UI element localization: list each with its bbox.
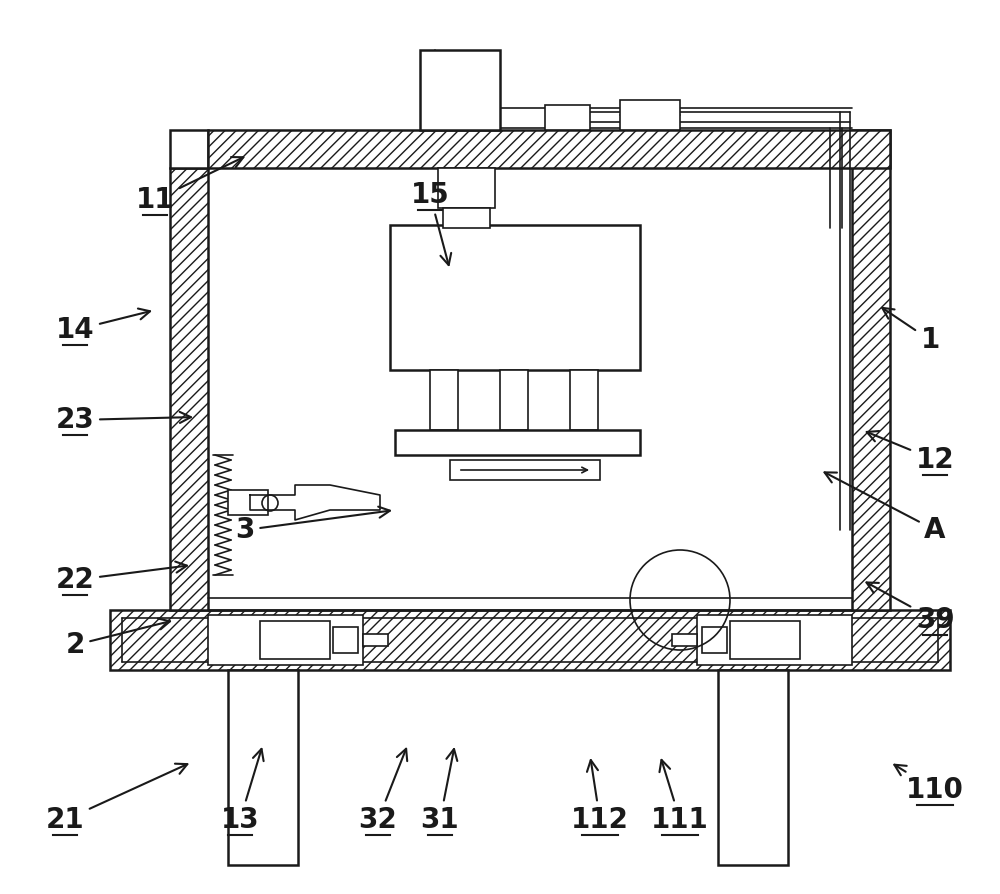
Bar [363, 634, 388, 646]
Bar [228, 490, 268, 515]
Bar [170, 168, 208, 610]
Bar [228, 670, 298, 865]
Text: 3: 3 [235, 507, 390, 544]
Text: 22: 22 [56, 561, 187, 594]
Text: 31: 31 [421, 749, 459, 834]
Polygon shape [250, 485, 380, 520]
Bar [545, 105, 590, 130]
Text: A: A [825, 472, 946, 544]
Bar [395, 430, 640, 455]
Bar [208, 615, 363, 665]
Text: 15: 15 [411, 181, 451, 265]
Text: 13: 13 [221, 749, 264, 834]
Text: 12: 12 [867, 431, 954, 474]
Text: 39: 39 [866, 583, 954, 634]
Bar [852, 130, 890, 610]
Text: 11: 11 [136, 157, 243, 214]
Bar [730, 621, 800, 659]
Bar [443, 208, 490, 228]
Bar [420, 50, 500, 130]
Text: 111: 111 [651, 760, 709, 834]
Bar [570, 370, 598, 430]
Bar [333, 627, 358, 653]
Bar [260, 621, 330, 659]
Bar [430, 370, 458, 430]
Text: 23: 23 [56, 406, 191, 434]
Text: 112: 112 [571, 760, 629, 834]
Text: 1: 1 [882, 308, 940, 354]
Text: 110: 110 [894, 764, 964, 804]
Text: 32: 32 [359, 749, 407, 834]
Bar [500, 370, 528, 430]
Bar [697, 615, 852, 665]
Bar [110, 610, 950, 670]
Bar [208, 130, 890, 168]
Text: 2: 2 [65, 619, 170, 659]
Text: 14: 14 [56, 308, 150, 344]
Bar [438, 168, 495, 208]
Bar [450, 460, 600, 480]
Bar [672, 634, 697, 646]
Bar [702, 627, 727, 653]
Bar [170, 130, 208, 168]
Bar [620, 100, 680, 130]
Bar [390, 225, 640, 370]
Text: 21: 21 [46, 763, 187, 834]
Bar [718, 670, 788, 865]
